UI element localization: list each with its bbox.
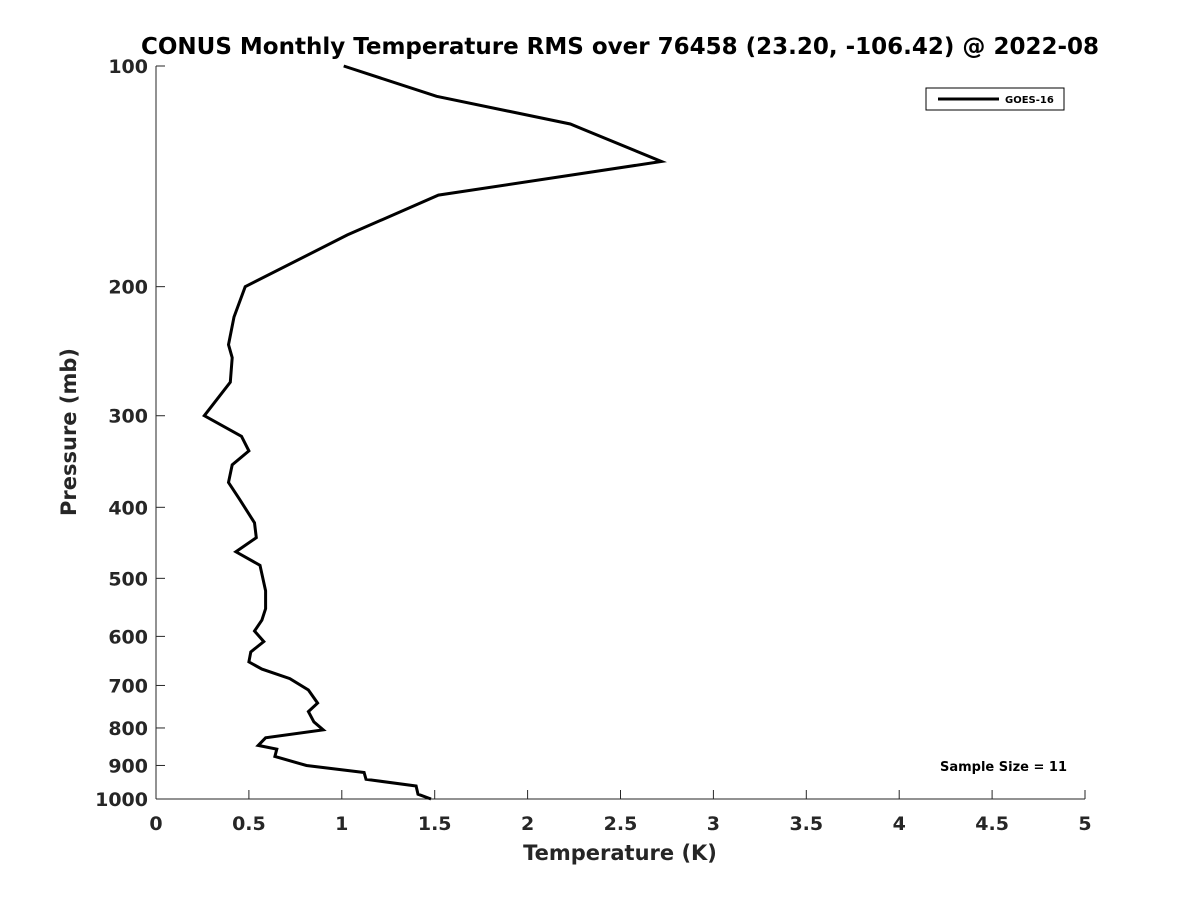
y-tick-label: 800: [108, 718, 148, 740]
x-tick-label: 4: [893, 813, 906, 835]
x-tick-label: 2.5: [604, 813, 638, 835]
x-tick-label: 1: [335, 813, 348, 835]
y-tick-label: 100: [108, 56, 148, 78]
y-tick-label: 300: [108, 406, 148, 428]
plot-area: [156, 66, 1085, 799]
x-tick-label: 0.5: [232, 813, 266, 835]
x-tick-label: 4.5: [975, 813, 1009, 835]
y-tick-label: 1000: [95, 789, 148, 811]
y-tick-label: 700: [108, 675, 148, 697]
x-tick-label: 5: [1078, 813, 1091, 835]
legend: GOES-16: [925, 87, 1065, 111]
y-tick-label: 600: [108, 626, 148, 648]
y-axis-label: Pressure (mb): [57, 348, 81, 516]
series-layer: [202, 64, 667, 801]
x-axis-ticks: 0 0.5 1 1.5 2 2.5 3 3.5 4 4.5 5: [149, 790, 1092, 835]
x-tick-label: 3.5: [789, 813, 823, 835]
y-tick-label: 500: [108, 568, 148, 590]
y-tick-label: 400: [108, 497, 148, 519]
x-tick-label: 0: [149, 813, 162, 835]
y-axis-ticks: 100 200 300 400 500 600 700 800 900 1000: [95, 56, 165, 811]
x-tick-label: 2: [521, 813, 534, 835]
y-tick-label: 200: [108, 277, 148, 299]
x-tick-label: 3: [707, 813, 720, 835]
chart-title: CONUS Monthly Temperature RMS over 76458…: [141, 34, 1099, 60]
y-tick-label: 900: [108, 755, 148, 777]
sample-size-annotation: Sample Size = 11: [940, 760, 1067, 775]
x-tick-label: 1.5: [418, 813, 452, 835]
series-line-goes-16: [202, 64, 667, 801]
legend-label-goes-16: GOES-16: [1005, 95, 1054, 106]
x-axis-label: Temperature (K): [523, 841, 717, 865]
